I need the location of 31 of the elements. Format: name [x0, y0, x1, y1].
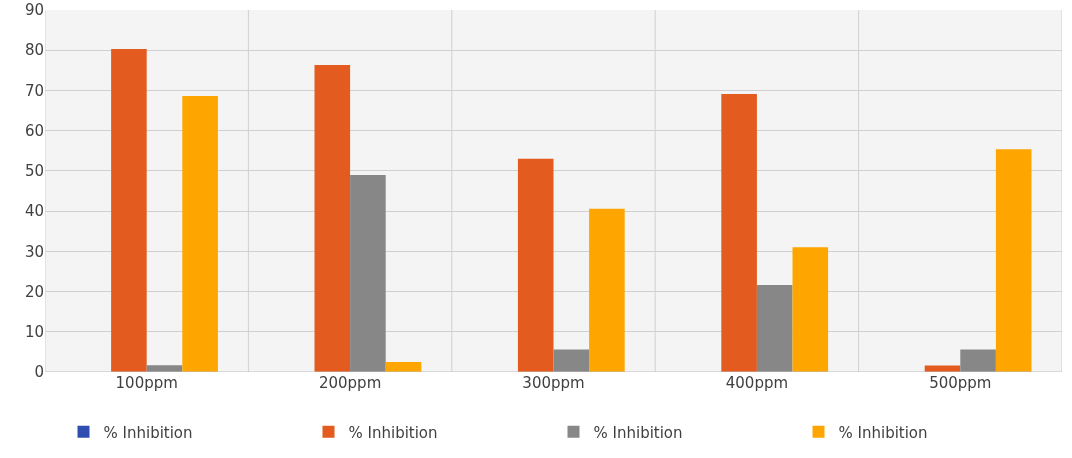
x-tick-label: 300ppm — [522, 374, 585, 392]
bar — [350, 174, 386, 372]
x-tick-label: 100ppm — [115, 374, 178, 392]
y-tick-label: 50 — [24, 162, 44, 181]
legend-label: % Inhibition — [348, 423, 438, 442]
y-tick-label: 80 — [24, 41, 44, 60]
y-tick-label: 70 — [24, 81, 44, 100]
y-tick-label: 60 — [24, 121, 44, 140]
x-tick-label: 500ppm — [929, 374, 992, 392]
legend-label: % Inhibition — [838, 423, 928, 442]
bar — [589, 208, 625, 372]
x-tick-label: 400ppm — [725, 374, 789, 392]
y-tick-label: 40 — [24, 202, 44, 221]
bar — [517, 158, 554, 372]
bar — [756, 285, 793, 372]
y-tick-label: 0 — [34, 363, 44, 382]
bar — [314, 65, 351, 372]
y-tick-label: 20 — [24, 282, 44, 301]
bar — [792, 247, 829, 372]
bar — [995, 149, 1032, 372]
bar — [182, 96, 218, 372]
bar — [553, 349, 590, 372]
y-tick-label: 10 — [24, 323, 44, 342]
legend-label: % Inhibition — [103, 423, 193, 442]
legend-label: % Inhibition — [593, 423, 683, 442]
x-tick-label: 200ppm — [318, 374, 382, 392]
y-tick-label: 90 — [24, 1, 44, 20]
bar — [111, 49, 147, 372]
bar — [960, 349, 996, 372]
y-tick-label: 30 — [24, 242, 44, 261]
bar — [721, 94, 757, 372]
